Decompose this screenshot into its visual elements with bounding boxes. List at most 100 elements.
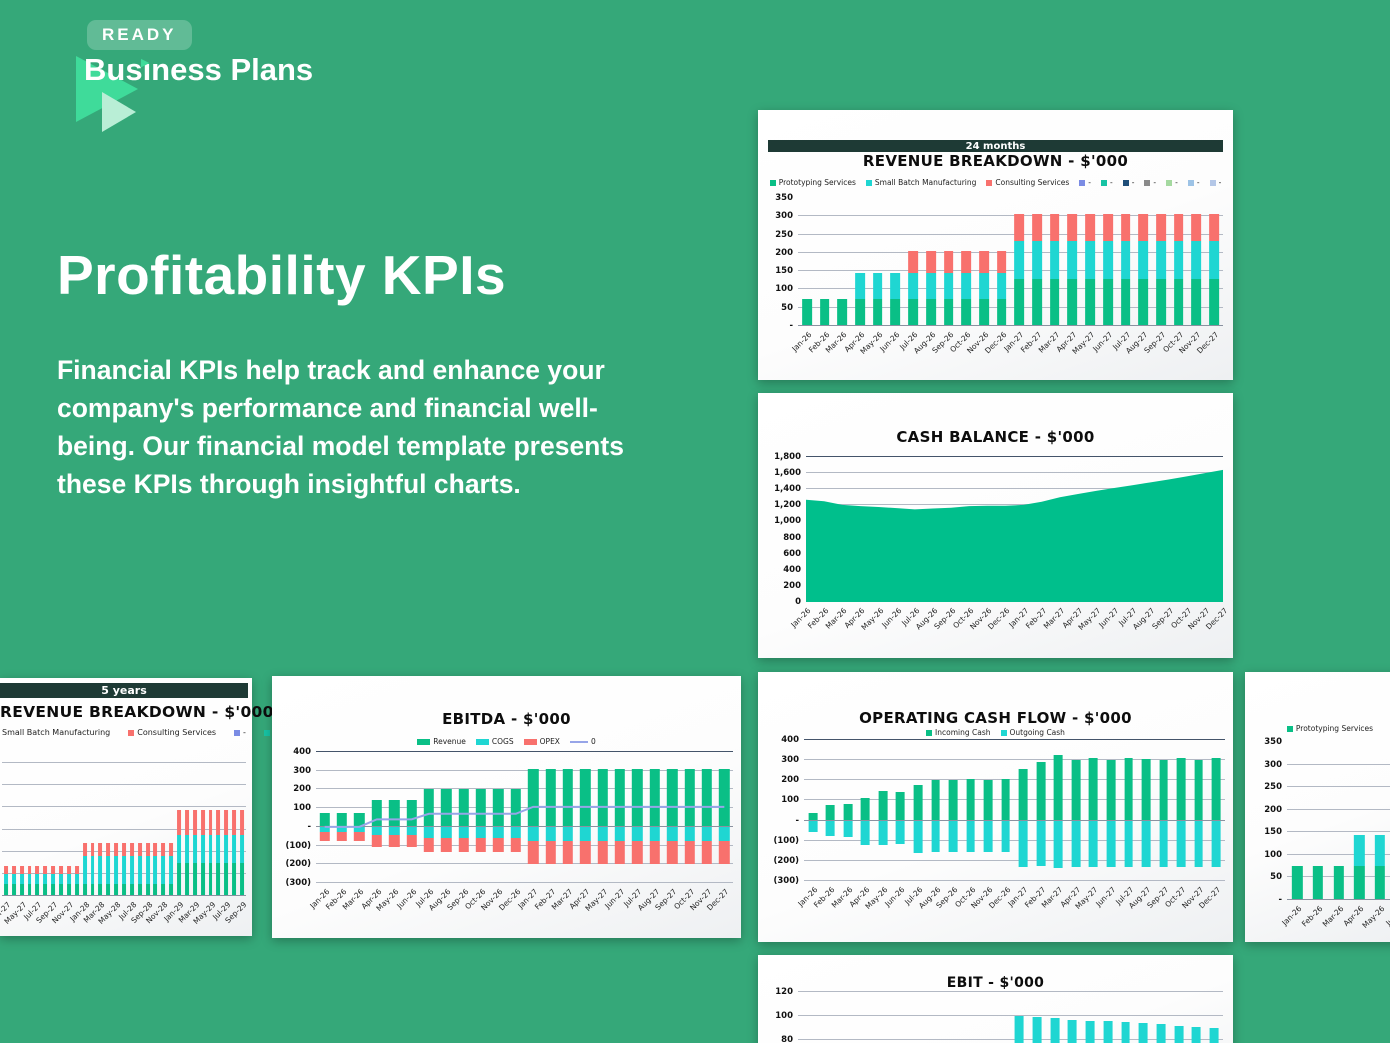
bar-segment (319, 831, 330, 841)
bar-segment (35, 874, 40, 885)
bar-slot (804, 740, 822, 881)
bar-segment (1103, 279, 1113, 326)
bar-segment (240, 810, 245, 835)
bar-segment (458, 838, 469, 853)
bar-segment (27, 874, 32, 885)
bar-segment (493, 838, 504, 853)
bar-segment (153, 855, 158, 885)
bar-segment (979, 251, 989, 273)
bar-segment (1067, 241, 1078, 280)
brand-play-dot-icon: ▶ (141, 56, 150, 69)
x-axis-label: Mar-26 (1320, 904, 1346, 929)
gridline (316, 751, 733, 752)
legend-marker-icon (1209, 179, 1216, 186)
bar-segment (649, 840, 660, 865)
bar-segment (43, 884, 48, 896)
chart-plot: 1,800 1,600 1,400 1,200 1,000 800 600 400 200 0 Ja… (774, 452, 1229, 632)
bar-slot (1081, 198, 1099, 326)
bar-segment (184, 862, 189, 896)
bar-segment (872, 272, 883, 299)
bar-segment (354, 831, 365, 841)
bar-segment (1089, 820, 1098, 867)
bar-segment (1138, 241, 1149, 280)
bar-segment (3, 865, 8, 875)
bar-slot (1207, 740, 1225, 881)
bar-segment (1032, 241, 1042, 280)
bar-segment (184, 810, 189, 835)
bar-slot (159, 752, 167, 896)
bar-segment (562, 826, 574, 841)
bar-segment (240, 834, 245, 863)
y-axis-label: 100 (781, 795, 799, 806)
play-logo-icon (76, 56, 138, 132)
bar-segment (200, 810, 205, 835)
bar-segment (161, 855, 166, 885)
bar-segment (1049, 213, 1060, 242)
legend-item: Revenue (417, 737, 466, 746)
bar-segment (580, 826, 591, 841)
bar-segment (1049, 279, 1060, 326)
bar-slot (716, 752, 733, 883)
chart-plot: 400 300 200 100- (100) (200) (300) Jan-26 Feb-26… (285, 747, 733, 913)
bar-segment (510, 788, 521, 827)
bar-segment (931, 779, 940, 821)
bar-segment (808, 812, 818, 821)
bar-slot (73, 752, 81, 896)
bar-segment (82, 884, 87, 896)
y-axis-label: 1,800 (774, 452, 801, 462)
bar-slot (385, 752, 402, 883)
legend-marker-icon (523, 738, 537, 745)
bar-segment (1085, 213, 1096, 242)
bar-segment (510, 838, 521, 853)
line-series (316, 752, 733, 883)
bar-segment (961, 298, 972, 326)
bar-segment (948, 780, 958, 821)
chart-legend: Prototyping Services (1245, 724, 1390, 733)
bar-slot (957, 198, 975, 326)
bar-segment (1138, 1023, 1148, 1043)
bar-slot (222, 752, 230, 896)
bar-slot (904, 198, 922, 326)
bar-segment (684, 826, 695, 841)
bar-segment (1085, 1020, 1095, 1043)
bar-slot (798, 980, 816, 1043)
bar-segment (475, 788, 487, 827)
gridline (804, 739, 1225, 740)
bar-segment (66, 865, 71, 875)
bar-segment (1312, 866, 1324, 900)
bar-segment (1032, 279, 1042, 326)
bar-slot (215, 752, 223, 896)
bar-segment (51, 884, 56, 896)
bar-segment (614, 769, 626, 827)
bar-slot (57, 752, 65, 896)
bar-segment (1211, 757, 1221, 821)
legend-marker-icon (475, 738, 489, 745)
gridline (316, 769, 733, 771)
bar-segment (1211, 820, 1221, 867)
legend-item: - (234, 728, 246, 737)
bar-segment (129, 843, 134, 856)
legend-marker-icon (865, 179, 872, 186)
legend-marker-icon (1144, 179, 1151, 186)
bar-segment (1018, 820, 1028, 867)
bar-segment (1209, 213, 1219, 242)
legend-marker-icon (1166, 179, 1173, 186)
legend-marker-icon (234, 729, 241, 736)
legend-marker-icon (1100, 179, 1107, 186)
legend-item: Outgoing Cash (1000, 728, 1065, 737)
bar-segment (1173, 241, 1184, 280)
bar-slot (1287, 742, 1308, 900)
bar-segment (684, 769, 695, 827)
bar-segment (1292, 866, 1303, 900)
bar-segment (545, 826, 556, 841)
bar-segment (388, 826, 400, 836)
bar-segment (122, 855, 126, 885)
legend-item: Prototyping Services (769, 178, 856, 187)
gridline (798, 1039, 1223, 1040)
bar-slot (798, 198, 816, 326)
bar-slot (975, 980, 993, 1043)
bar-segment (597, 840, 608, 865)
x-axis-label: May-26 (1360, 904, 1387, 930)
bar-slot (1028, 198, 1046, 326)
legend-marker-icon (128, 729, 135, 736)
